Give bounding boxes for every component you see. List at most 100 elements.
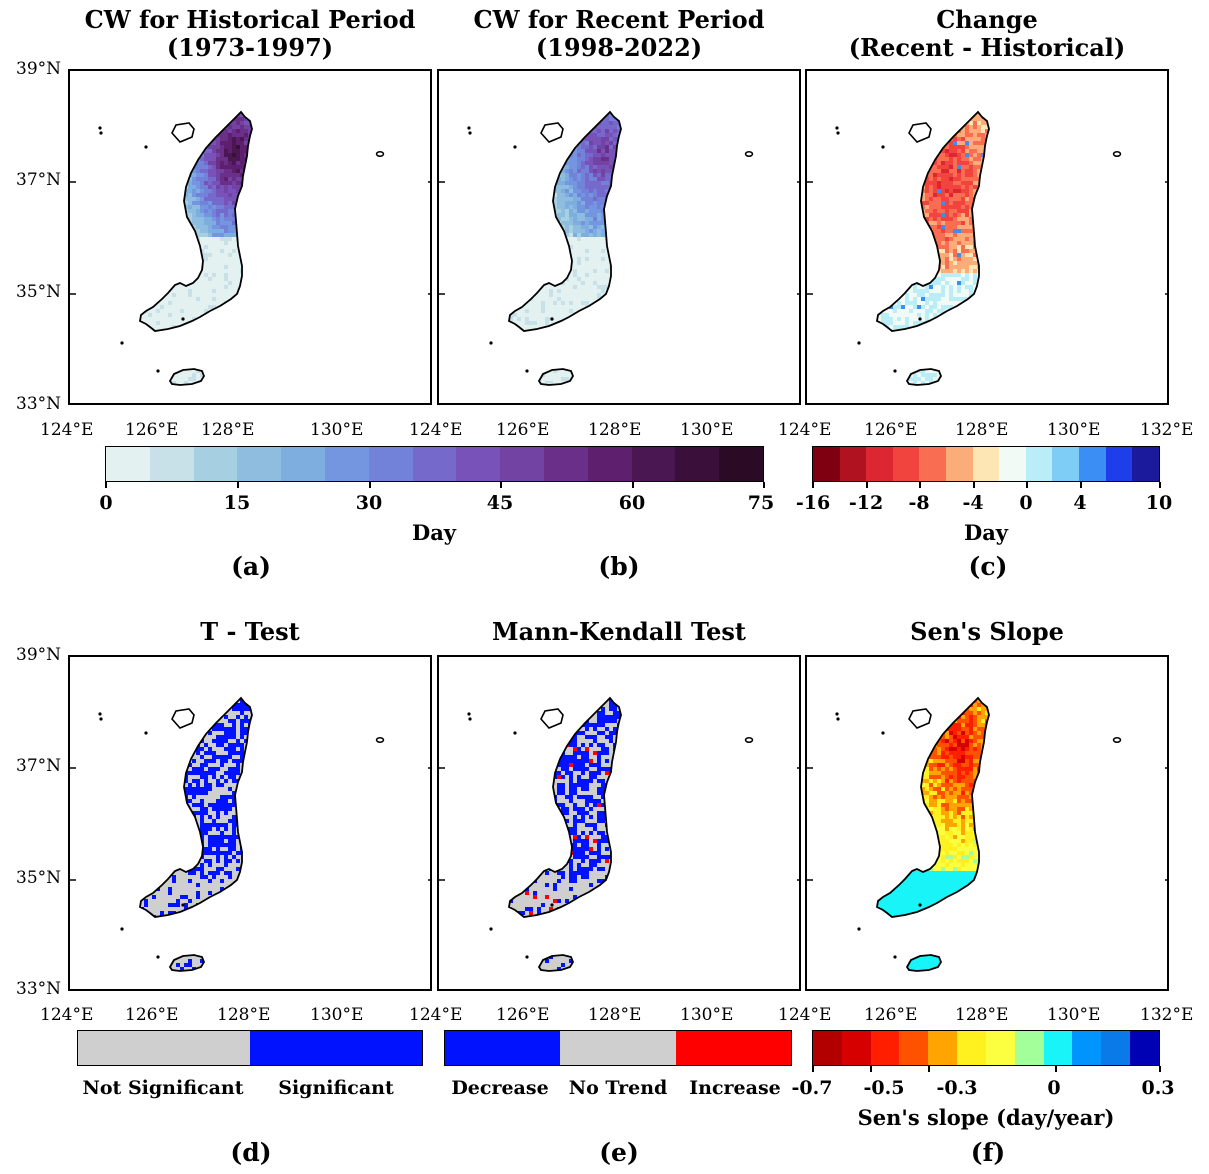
colorbar-cw-tick-30 — [369, 482, 371, 488]
colorbar-change-label-m12: -12 — [848, 492, 884, 514]
map-panel-c — [805, 69, 1169, 405]
colorbar-change-label-4: 4 — [1073, 492, 1087, 514]
colorbar-cw-segment-10 — [500, 447, 544, 481]
lon-label-bottom-7: 128°E — [588, 1005, 642, 1025]
coastal-island-outline — [540, 122, 564, 143]
lon-label-top-6: 126°E — [496, 420, 550, 440]
colorbar-change-label-m16: -16 — [795, 492, 831, 514]
islet — [881, 731, 885, 735]
title-a: CW for Historical Period (1973-1997) — [68, 6, 432, 62]
korea-outline — [508, 696, 622, 918]
islet — [513, 145, 517, 149]
title-c-line2: (Recent - Historical) — [848, 33, 1126, 62]
islet — [181, 317, 185, 321]
islet — [836, 131, 840, 135]
colorbar-sen-label-m07: -0.7 — [791, 1077, 833, 1099]
colorbar-cw-segment-1 — [106, 447, 150, 481]
colorbar-sen-segment-4 — [899, 1031, 929, 1065]
lon-label-bottom-8: 130°E — [680, 1005, 734, 1025]
map-panel-d — [68, 655, 432, 991]
colorbar-ttest-label-significant: Significant — [278, 1077, 394, 1099]
panel-letter-c: (c) — [968, 552, 1008, 581]
islet — [98, 126, 102, 130]
ulleungdo-outline — [375, 737, 385, 743]
islet — [893, 369, 897, 373]
colorbar-sen-label-m05: -0.5 — [863, 1077, 905, 1099]
coastal-island-outline — [171, 708, 195, 729]
colorbar-change-title: Day — [963, 520, 1009, 545]
colorbar-change-tick-m8 — [919, 482, 921, 488]
islet — [918, 317, 922, 321]
islet — [489, 927, 493, 931]
jeju-outline — [905, 368, 943, 386]
colorbar-change-segment-13 — [1132, 447, 1159, 481]
colorbar-change-segment-3 — [866, 447, 893, 481]
lon-label-bottom-5: 124°E — [409, 1005, 463, 1025]
colorbar-cw-tick-0 — [105, 482, 107, 488]
colorbar-sen-segment-1 — [813, 1031, 842, 1065]
colorbar-change-label-10: 10 — [1145, 492, 1173, 514]
ulleungdo-outline — [744, 737, 754, 743]
colorbar-change-tick-10 — [1159, 482, 1161, 488]
islet — [835, 712, 839, 716]
colorbar-cw-tick-45 — [500, 482, 502, 488]
colorbar-cw-segment-15 — [719, 447, 763, 481]
coastal-island-outline — [908, 708, 932, 729]
lon-label-bottom-10: 126°E — [864, 1005, 918, 1025]
lat-label-35-bottom: 35°N — [16, 868, 62, 888]
colorbar-cw-segment-13 — [631, 447, 676, 481]
title-a-line2: (1973-1997) — [166, 33, 334, 62]
colorbar-cw-label-30: 30 — [355, 492, 383, 514]
islet — [489, 341, 493, 345]
colorbar-change-segment-2 — [839, 447, 867, 481]
islet — [468, 131, 472, 135]
colorbar-change-segment-5 — [919, 447, 947, 481]
lon-label-top-8: 130°E — [680, 420, 734, 440]
colorbar-change-label-m8: -8 — [908, 492, 930, 514]
islet — [550, 317, 554, 321]
colorbar-sen-label-0: 0 — [1047, 1077, 1061, 1099]
colorbar-mk — [444, 1030, 792, 1066]
colorbar-change-segment-6 — [946, 447, 973, 481]
lon-label-top-13: 132°E — [1140, 420, 1194, 440]
islet — [98, 712, 102, 716]
colorbar-cw-segment-3 — [193, 447, 238, 481]
islet — [467, 126, 471, 130]
coastal-island-outline — [908, 122, 932, 143]
ulleungdo-outline — [375, 151, 385, 157]
islet — [525, 369, 529, 373]
colorbar-ttest-segment-2 — [250, 1031, 422, 1065]
colorbar-cw-segment-9 — [456, 447, 501, 481]
colorbar-sen-segment-2 — [841, 1031, 871, 1065]
islet — [918, 903, 922, 907]
map-panel-e — [437, 655, 801, 991]
colorbar-sen-tick-m03 — [928, 1066, 930, 1072]
colorbar-change-segment-7 — [972, 447, 1000, 481]
lon-label-bottom-3: 128°E — [217, 1005, 271, 1025]
islet — [467, 712, 471, 716]
lon-label-bottom-4: 130°E — [310, 1005, 364, 1025]
colorbar-sen-segment-9 — [1043, 1031, 1073, 1065]
lon-label-top-10: 126°E — [864, 420, 918, 440]
colorbar-change-tick-m16 — [812, 482, 814, 488]
title-c: Change (Recent - Historical) — [805, 6, 1169, 62]
islet — [156, 955, 160, 959]
islet — [99, 131, 103, 135]
islet — [468, 717, 472, 721]
colorbar-ttest — [77, 1030, 423, 1066]
lon-label-top-9: 124°E — [778, 420, 832, 440]
colorbar-sen-label-m03: -0.3 — [936, 1077, 978, 1099]
lon-label-bottom-2: 126°E — [125, 1005, 179, 1025]
colorbar-cw-segment-7 — [368, 447, 413, 481]
jeju-outline — [905, 954, 943, 972]
colorbar-change-segment-12 — [1105, 447, 1133, 481]
lon-label-top-12: 130°E — [1047, 420, 1101, 440]
colorbar-change-segment-10 — [1052, 447, 1080, 481]
map-a-svg — [70, 110, 430, 386]
lat-label-39-top: 39°N — [16, 59, 62, 79]
lat-label-39-bottom: 39°N — [16, 645, 62, 665]
colorbar-mk-label-increase: Increase — [689, 1077, 781, 1099]
colorbar-sen-segment-12 — [1130, 1031, 1159, 1065]
colorbar-sen-segment-11 — [1101, 1031, 1131, 1065]
colorbar-sen-tick-m07 — [812, 1066, 814, 1072]
